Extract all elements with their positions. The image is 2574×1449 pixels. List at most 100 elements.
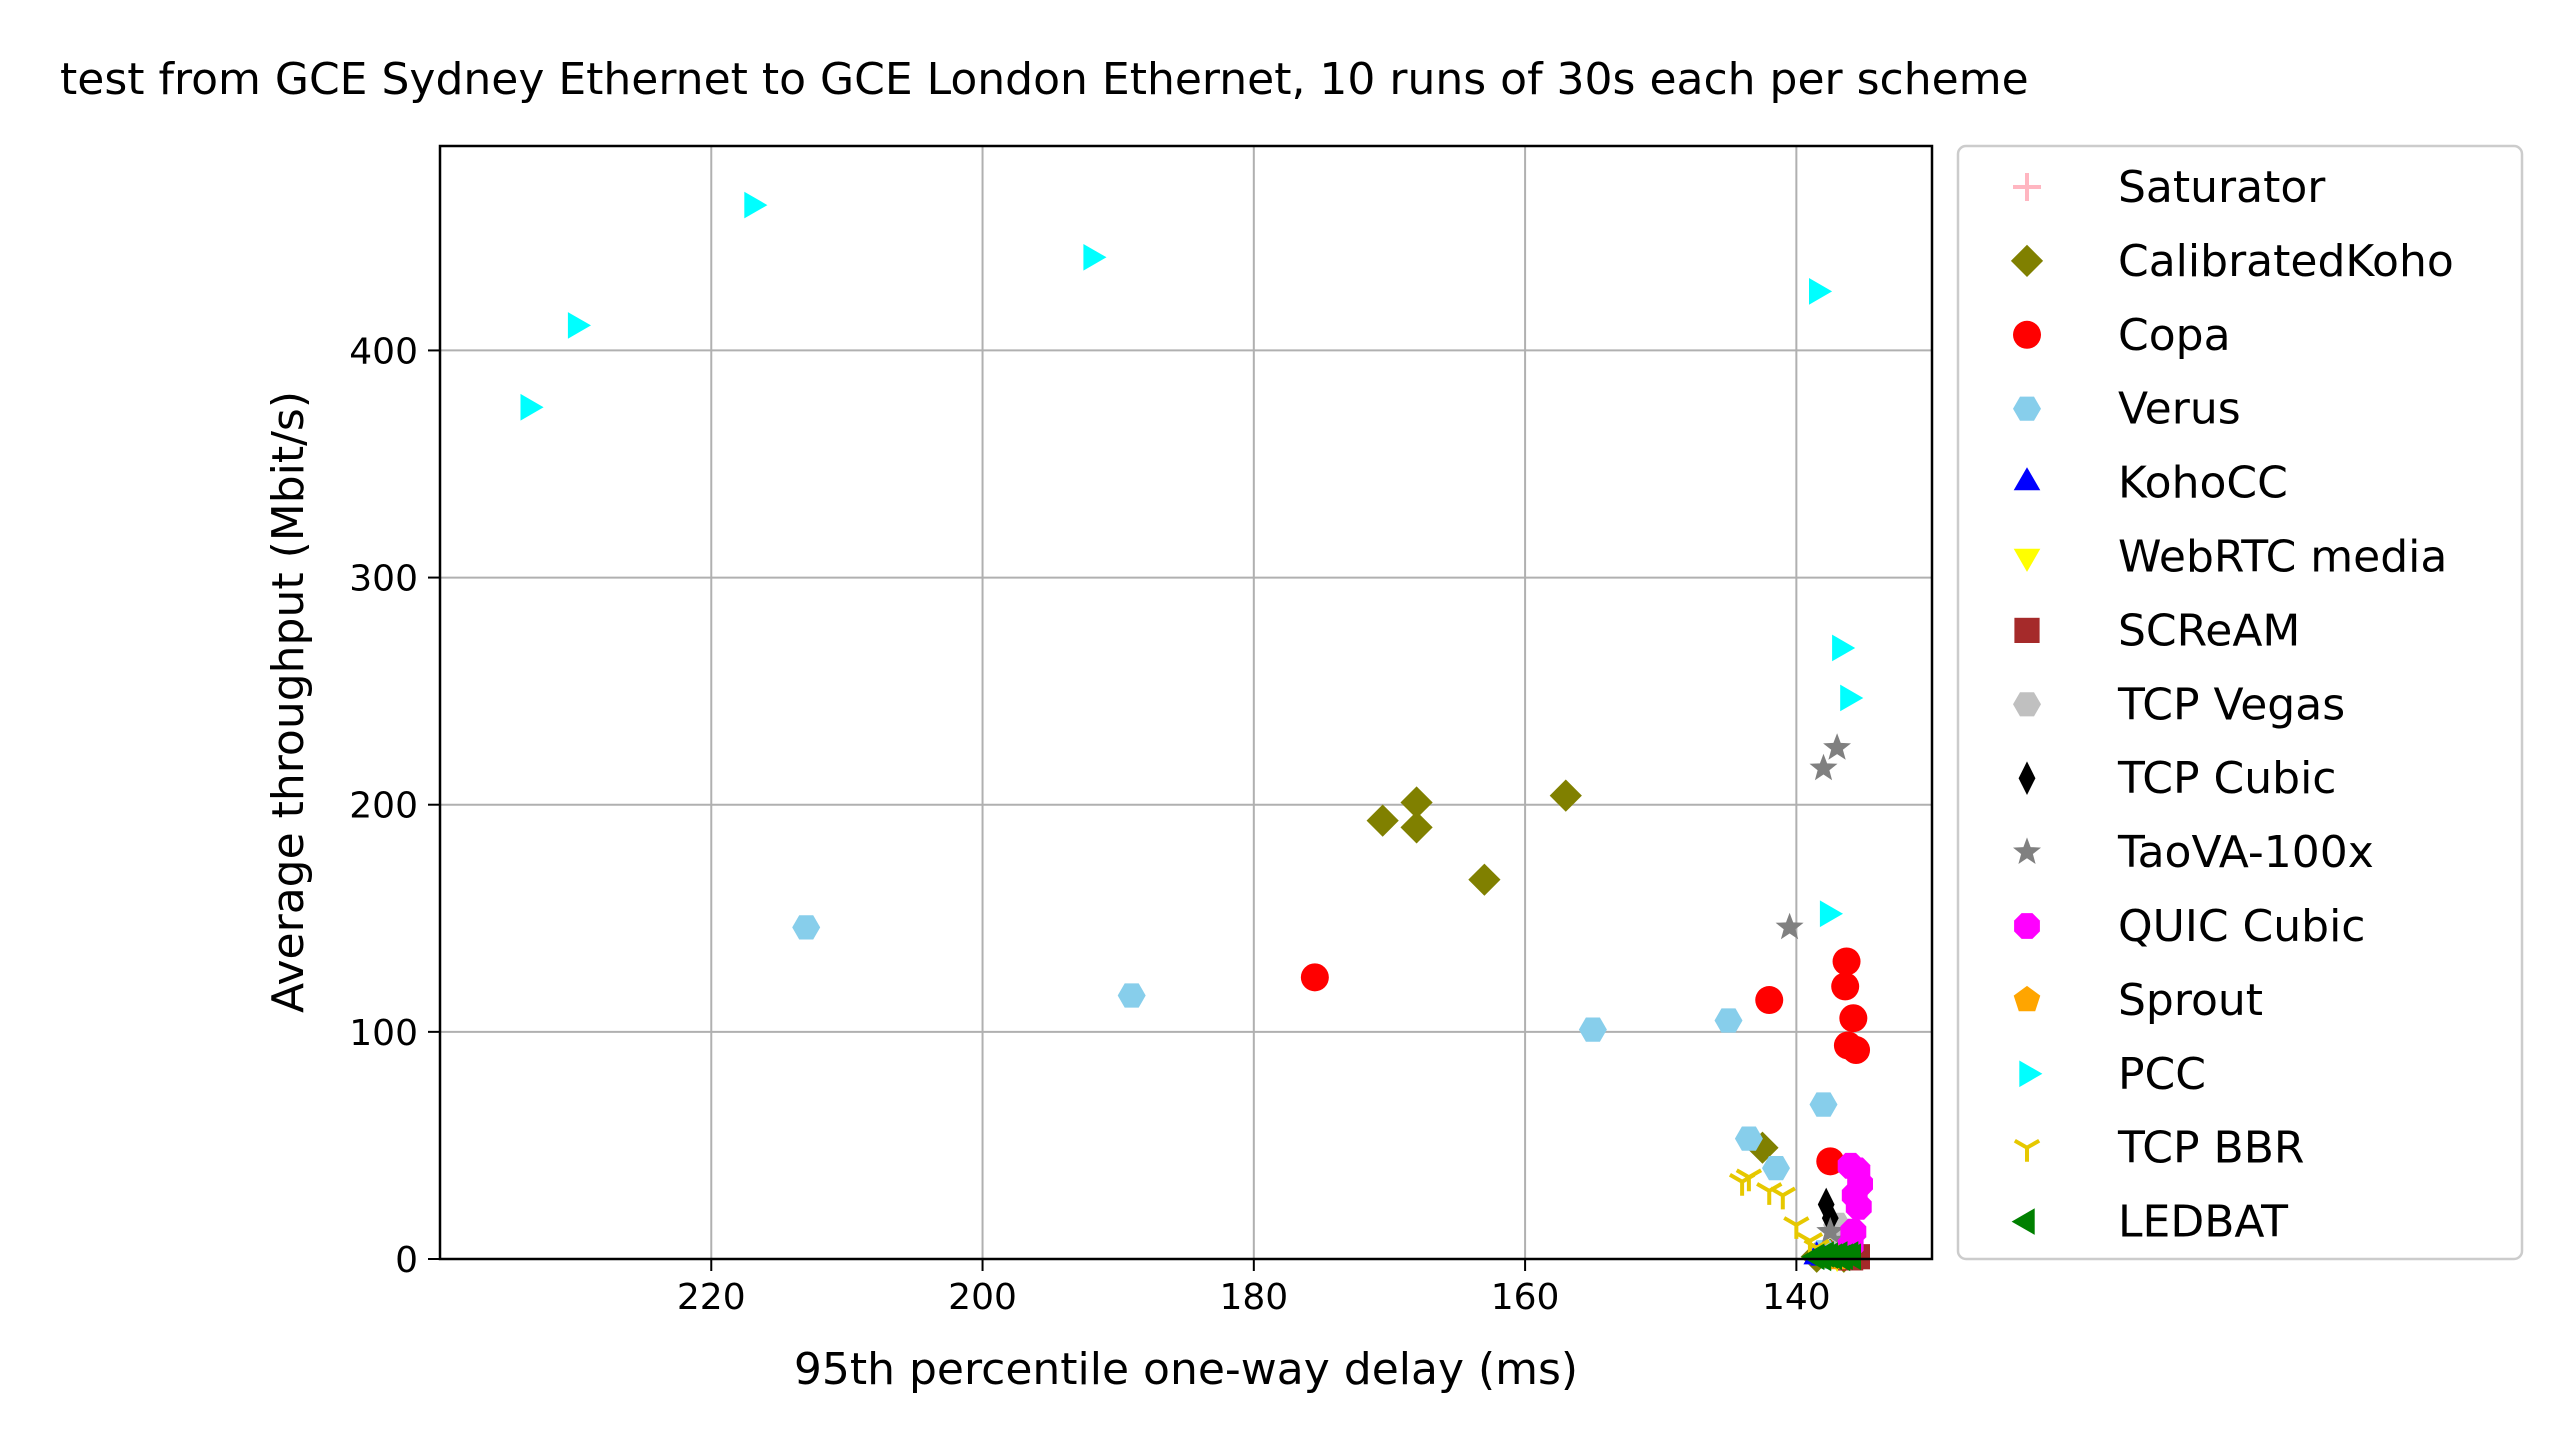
x-tick-label: 160 xyxy=(1491,1277,1560,1318)
data-point-verus xyxy=(1734,1126,1763,1151)
legend-marker-pcc xyxy=(2019,1060,2043,1088)
x-tick-label: 200 xyxy=(948,1277,1017,1318)
legend-marker-calibratedkoho xyxy=(2010,244,2044,277)
data-point-pcc xyxy=(520,393,544,421)
data-point-quic-cubic xyxy=(1845,1193,1872,1220)
legend-marker-taova-100x xyxy=(2013,837,2041,864)
legend-label: CalibratedKoho xyxy=(2118,236,2454,287)
legend-marker-copa xyxy=(2013,320,2041,349)
x-axis-label: 95th percentile one-way delay (ms) xyxy=(794,1344,1578,1395)
legend-marker-tcp-cubic xyxy=(2018,761,2036,795)
legend-label: LEDBAT xyxy=(2118,1197,2288,1248)
legend-item-tcp-vegas: TCP Vegas xyxy=(2013,679,2345,730)
y-tick-label: 100 xyxy=(349,1013,418,1054)
series-pcc xyxy=(520,191,1864,928)
data-point-calibratedkoho xyxy=(1366,804,1399,837)
legend-label: PCC xyxy=(2118,1049,2206,1100)
data-point-copa xyxy=(1755,986,1784,1015)
data-point-verus xyxy=(792,915,821,940)
data-point-taova-100x xyxy=(1816,1217,1845,1244)
data-point-pcc xyxy=(567,312,591,339)
legend-marker-verus xyxy=(2013,396,2041,421)
chart-title: test from GCE Sydney Ethernet to GCE Lon… xyxy=(60,54,2029,105)
data-point-pcc xyxy=(1832,634,1856,662)
x-tick-label: 220 xyxy=(677,1277,746,1318)
data-point-tcp-bbr xyxy=(1735,1168,1763,1192)
series-calibratedkoho xyxy=(1366,779,1860,1273)
legend-marker-webrtc-media xyxy=(2013,548,2041,572)
legend-item-pcc: PCC xyxy=(2019,1049,2206,1100)
legend-item-quic-cubic: QUIC Cubic xyxy=(2014,901,2365,952)
y-axis-label: Average throughput (Mbit/s) xyxy=(263,391,314,1013)
data-point-verus xyxy=(1578,1017,1607,1042)
legend-label: TCP Vegas xyxy=(2117,679,2345,730)
series-quic-cubic xyxy=(1837,1152,1873,1259)
legend-item-tcp-bbr: TCP BBR xyxy=(2013,1123,2304,1174)
data-point-calibratedkoho xyxy=(1400,811,1433,844)
data-point-tcp-bbr xyxy=(1769,1186,1796,1210)
legend-label: TCP BBR xyxy=(2117,1123,2304,1174)
legend: Saturator CalibratedKoho Copa Verus KohoCC We… xyxy=(1956,144,2524,1261)
y-tick-label: 300 xyxy=(349,559,418,600)
data-point-pcc xyxy=(1840,684,1864,712)
legend-item-verus: Verus xyxy=(2013,384,2241,435)
legend-label: SCReAM xyxy=(2118,605,2300,656)
legend-label: Sprout xyxy=(2118,975,2263,1026)
legend-label: TaoVA-100x xyxy=(2117,827,2374,878)
data-point-pcc xyxy=(744,191,768,219)
data-points xyxy=(520,191,1873,1273)
legend-marker-saturator xyxy=(2013,173,2041,201)
x-tick-label: 180 xyxy=(1219,1277,1288,1318)
series-copa xyxy=(1300,947,1871,1271)
legend-label: WebRTC media xyxy=(2118,532,2447,583)
legend-label: QUIC Cubic xyxy=(2118,901,2365,952)
data-point-calibratedkoho xyxy=(1549,779,1582,812)
x-tick-label: 140 xyxy=(1762,1277,1831,1318)
data-point-copa xyxy=(1832,947,1861,976)
data-point-verus xyxy=(1117,983,1146,1008)
data-point-copa xyxy=(1839,1004,1868,1033)
data-point-calibratedkoho xyxy=(1468,863,1501,896)
data-point-verus xyxy=(1809,1092,1838,1117)
data-point-pcc xyxy=(1083,244,1107,271)
data-point-copa xyxy=(1300,963,1329,992)
data-point-copa xyxy=(1816,1147,1845,1176)
data-point-taova-100x xyxy=(1809,753,1838,781)
legend-box xyxy=(1956,144,2524,1261)
legend-item-calibratedkoho: CalibratedKoho xyxy=(2010,236,2454,287)
data-point-verus xyxy=(1762,1156,1790,1181)
legend-marker-quic-cubic xyxy=(2014,913,2040,939)
legend-marker-tcp-bbr xyxy=(2013,1138,2041,1162)
legend-marker-scream xyxy=(2014,617,2040,643)
legend-label: Saturator xyxy=(2118,162,2326,213)
legend-item-taova-100x: TaoVA-100x xyxy=(2013,827,2374,878)
data-point-copa xyxy=(1831,972,1860,1001)
legend-label: Copa xyxy=(2118,310,2231,361)
data-point-calibratedkoho xyxy=(1400,786,1433,819)
legend-item-tcp-cubic: TCP Cubic xyxy=(2018,753,2337,804)
legend-item-sprout: Sprout xyxy=(2013,975,2263,1026)
legend-label: Verus xyxy=(2118,384,2241,435)
legend-item-webrtc-media: WebRTC media xyxy=(2013,532,2447,583)
data-point-pcc xyxy=(1819,900,1843,928)
series-ledbat xyxy=(1801,1241,1861,1272)
y-tick-label: 0 xyxy=(395,1240,418,1281)
plot-frame xyxy=(438,144,1934,1261)
legend-item-saturator: Saturator xyxy=(2013,162,2326,213)
data-point-verus xyxy=(1714,1008,1743,1033)
series-tcp-bbr xyxy=(1728,1168,1830,1262)
legend-label: KohoCC xyxy=(2118,458,2288,509)
legend-marker-kohocc xyxy=(2013,467,2041,491)
legend-marker-ledbat xyxy=(2011,1208,2035,1235)
y-tick-label: 400 xyxy=(349,331,418,372)
legend-marker-tcp-vegas xyxy=(2013,692,2041,717)
data-point-tcp-bbr xyxy=(1783,1216,1810,1239)
data-point-taova-100x xyxy=(1775,912,1804,940)
data-point-copa xyxy=(1842,1036,1871,1065)
data-point-pcc xyxy=(1809,278,1833,305)
legend-item-kohocc: KohoCC xyxy=(2013,458,2288,509)
legend-label: TCP Cubic xyxy=(2117,753,2337,804)
data-point-taova-100x xyxy=(1823,733,1851,760)
legend-item-scream: SCReAM xyxy=(2014,605,2300,656)
